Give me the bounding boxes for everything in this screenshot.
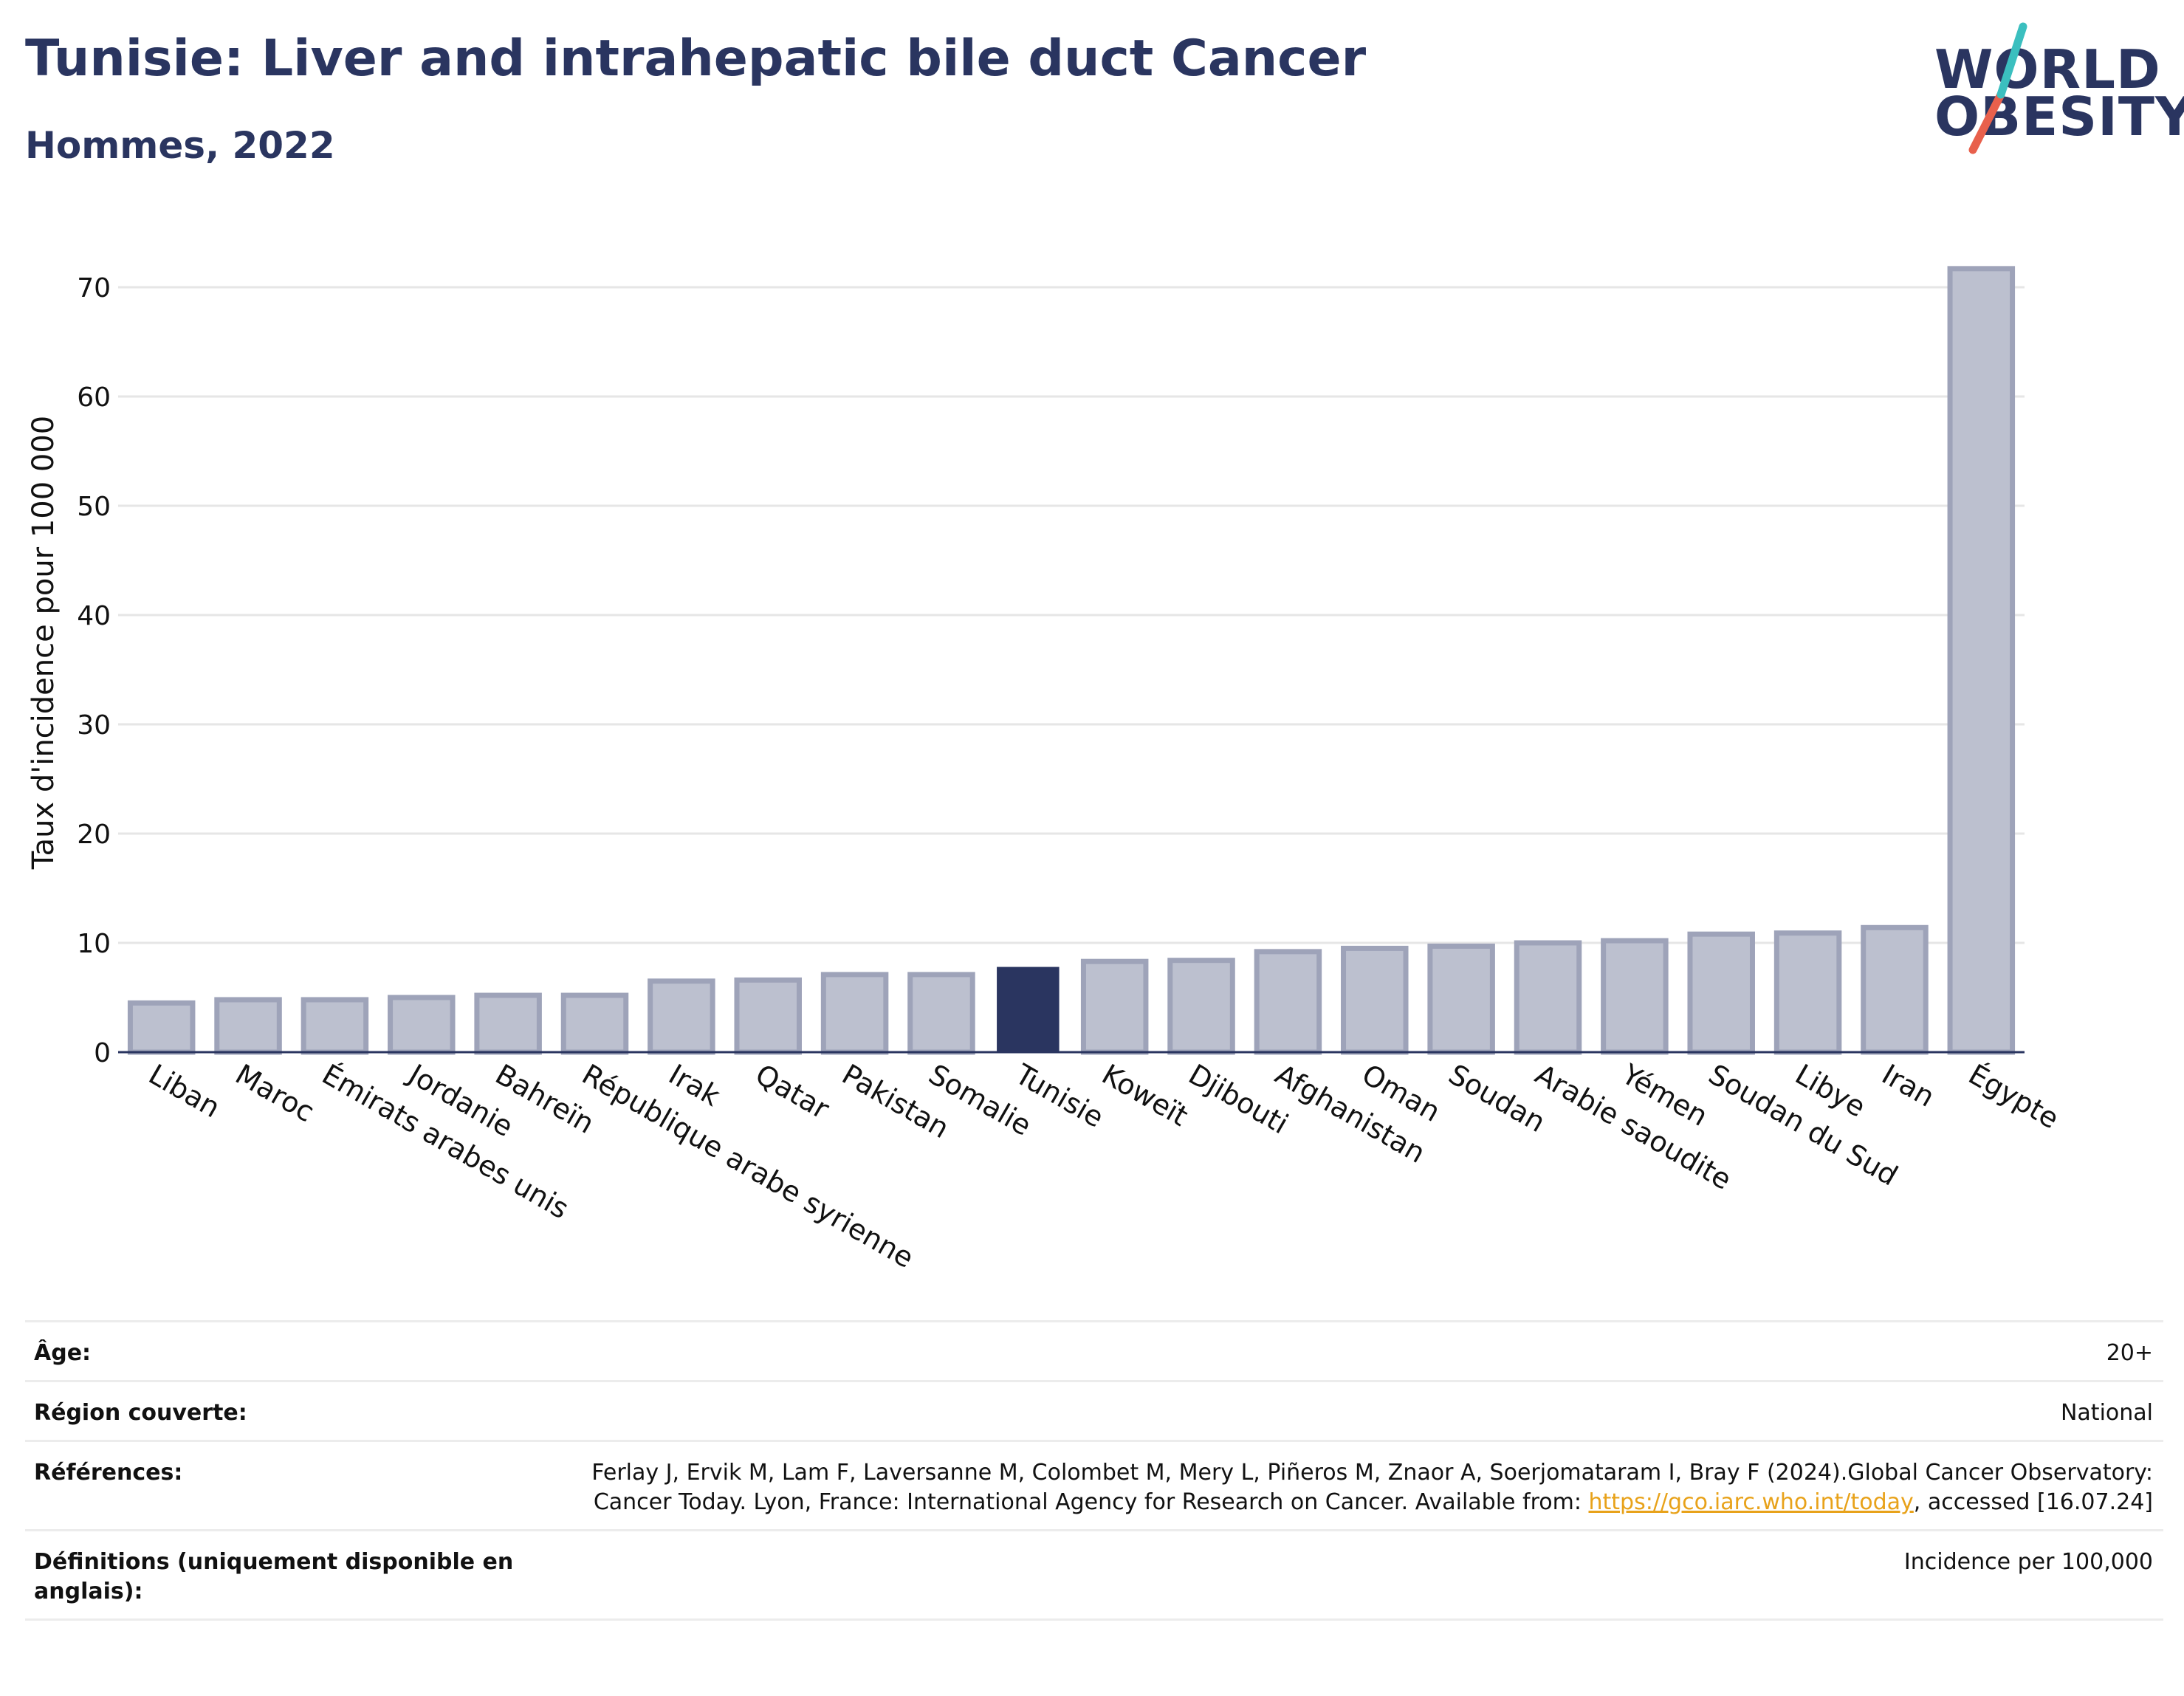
bars <box>127 266 2016 1055</box>
reference-text: Ferlay J, Ervik M, Lam F, Laversanne M, … <box>591 1460 2153 1515</box>
bar <box>1861 924 1929 1055</box>
bar <box>1947 266 2016 1055</box>
bar <box>560 992 629 1055</box>
bar <box>214 997 282 1055</box>
meta-value: Incidence per 100,000 <box>1903 1549 2153 1575</box>
logo-word-1: WORLD <box>1934 38 2161 100</box>
logo-slash-icon <box>1968 22 2027 154</box>
meta-label: Références: <box>34 1460 183 1486</box>
y-axis-label: Taux d'incidence pour 100 000 <box>27 416 61 870</box>
meta-row-references: Références: Ferlay J, Ervik M, Lam F, La… <box>25 1440 2163 1529</box>
meta-label: Région couverte: <box>34 1400 247 1426</box>
bar <box>734 977 802 1055</box>
meta-row-age: Âge: 20+ <box>25 1320 2163 1380</box>
bar <box>820 972 889 1055</box>
x-tick-label: Iran <box>1876 1058 1940 1113</box>
y-tick-label: 50 <box>77 492 111 522</box>
meta-value: National <box>2060 1400 2153 1426</box>
x-tick-label: Égypte <box>1963 1058 2064 1136</box>
meta-label: Définitions (uniquement disponible en an… <box>34 1549 514 1604</box>
bar <box>907 972 975 1055</box>
y-tick-label: 0 <box>94 1038 111 1068</box>
logo-word-2: OBESITY <box>1934 86 2184 148</box>
x-tick-label: Maroc <box>230 1058 320 1129</box>
y-tick-label: 70 <box>77 273 111 303</box>
y-tick-label: 40 <box>77 601 111 631</box>
bar <box>648 978 715 1055</box>
meta-row-region: Région couverte: National <box>25 1380 2163 1440</box>
bar <box>127 1000 196 1055</box>
meta-row-definitions: Définitions (uniquement disponible en an… <box>25 1529 2163 1621</box>
bar <box>1341 945 1409 1055</box>
x-tick-label: Djibouti <box>1184 1058 1294 1141</box>
bar <box>1254 949 1322 1055</box>
bar <box>1167 958 1235 1055</box>
x-tick-label: Qatar <box>750 1058 835 1126</box>
meta-label: Âge: <box>34 1340 92 1366</box>
metadata-table: Âge: 20+ Région couverte: National Référ… <box>25 1320 2163 1621</box>
bar <box>1601 938 1669 1055</box>
world-obesity-logo: WORLD OBESITY <box>1920 21 2184 161</box>
bar <box>1773 930 1842 1055</box>
y-axis-ticks: 0 10 20 30 40 50 60 70 <box>77 273 111 1068</box>
bar <box>301 997 369 1055</box>
y-tick-label: 20 <box>77 820 111 850</box>
x-tick-label: Koweït <box>1096 1058 1193 1133</box>
grid-lines <box>118 286 2025 944</box>
meta-value: Ferlay J, Ervik M, Lam F, Laversanne M, … <box>566 1458 2153 1517</box>
y-tick-label: 30 <box>77 710 111 741</box>
x-tick-label: Liban <box>143 1058 225 1125</box>
bar <box>388 995 456 1055</box>
meta-value: 20+ <box>2106 1340 2153 1366</box>
bar <box>1687 931 1755 1055</box>
bar <box>1514 940 1582 1055</box>
y-tick-label: 60 <box>77 382 111 413</box>
bar <box>1427 943 1495 1055</box>
chart-subtitle: Hommes, 2022 <box>25 124 335 167</box>
reference-link[interactable]: https://gco.iarc.who.int/today <box>1588 1489 1914 1515</box>
y-tick-label: 10 <box>77 929 111 959</box>
x-tick-label: Soudan <box>1443 1058 1551 1139</box>
chart-title: Tunisie: Liver and intrahepatic bile duc… <box>25 30 1367 88</box>
bar <box>474 992 542 1055</box>
bar <box>1080 958 1149 1055</box>
bar <box>997 967 1060 1052</box>
reference-accessed: , accessed [16.07.24] <box>1913 1489 2153 1515</box>
